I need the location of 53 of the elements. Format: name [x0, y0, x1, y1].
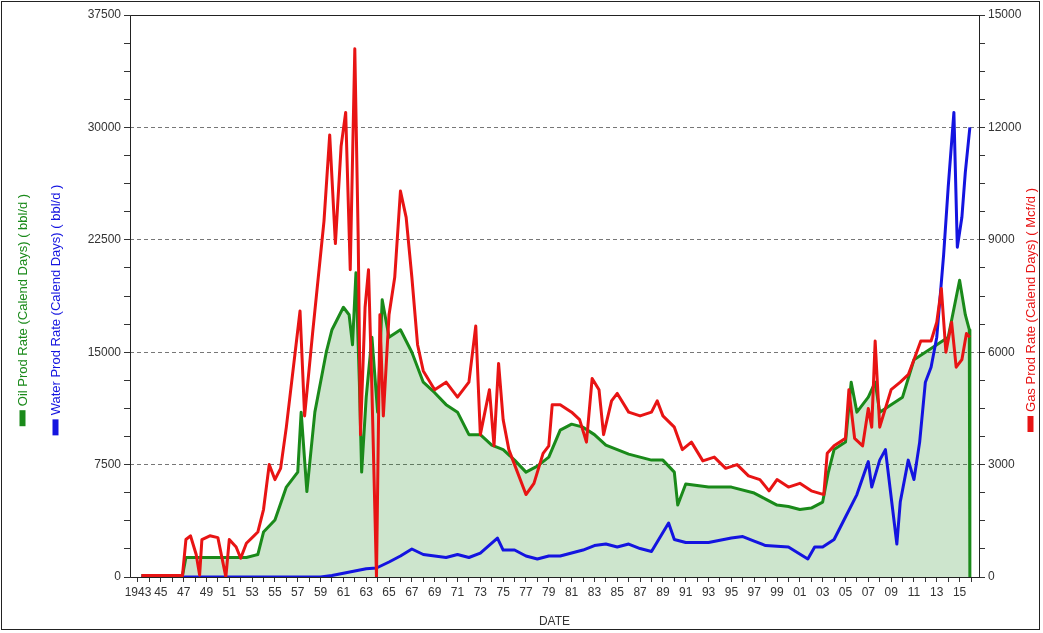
text: Oil Prod Rate (Calend Days) ( bbl/d ) — [14, 193, 30, 407]
x-tick-label: 79 — [542, 584, 556, 599]
x-tick-label: 15 — [952, 584, 967, 599]
x-tick-label: 83 — [587, 584, 602, 599]
x-tick-label: 63 — [359, 584, 374, 599]
x-tick-label: 95 — [724, 584, 739, 599]
x-tick-label: 87 — [633, 584, 648, 599]
y2-tick-label: 15000 — [988, 7, 1022, 22]
y2-tick-label: 9000 — [988, 232, 1016, 247]
x-tick-label: 67 — [405, 584, 419, 599]
y-tick-label: 15000 — [87, 344, 122, 359]
y2-tick-label: 0 — [988, 569, 995, 584]
x-tick-label: 11 — [907, 584, 921, 599]
x-tick-label: 05 — [838, 584, 853, 599]
y-tick-label: 0 — [114, 569, 122, 584]
x-tick-label: 93 — [701, 584, 716, 599]
x-tick-label: 71 — [450, 584, 465, 599]
x-tick-label: 81 — [564, 584, 579, 599]
x-tick-label: 1943 — [124, 584, 152, 599]
text: Water Prod Rate (Calend Days) ( bbl/d ) — [47, 184, 63, 416]
x-tick-label: 57 — [291, 584, 305, 599]
x-tick-label: 85 — [610, 584, 625, 599]
x-tick-label: 03 — [815, 584, 830, 599]
y-tick-label: 22500 — [87, 232, 122, 247]
y2-tick-label: 6000 — [988, 344, 1016, 359]
x-tick-label: 97 — [747, 584, 762, 599]
text: Gas Prod Rate (Calend Days) ( Mcf/d ) — [1022, 188, 1038, 412]
x-tick-label: 99 — [770, 584, 785, 599]
x-tick-label: 69 — [428, 584, 442, 599]
x-tick-label: 55 — [268, 584, 282, 599]
x-tick-label: 89 — [656, 584, 670, 599]
y-tick-label: 37500 — [87, 7, 122, 22]
y2-tick-label: 12000 — [988, 119, 1022, 134]
y-tick-label: 7500 — [94, 456, 122, 471]
x-axis-title: DATE — [538, 614, 571, 629]
x-tick-label: 45 — [154, 584, 168, 599]
x-tick-label: 75 — [496, 584, 511, 599]
x-tick-label: 49 — [199, 584, 214, 599]
y2-tick-label: 3000 — [988, 456, 1016, 471]
x-tick-label: 09 — [884, 584, 899, 599]
x-tick-label: 91 — [679, 584, 693, 599]
x-tick-label: 07 — [861, 584, 876, 599]
x-tick-label: 47 — [176, 584, 191, 599]
x-tick-label: 53 — [245, 584, 260, 599]
x-tick-label: 61 — [336, 584, 351, 599]
x-tick-label: 77 — [519, 584, 533, 599]
x-tick-label: 59 — [313, 584, 328, 599]
x-tick-label: 73 — [473, 584, 488, 599]
y-tick-label: 30000 — [87, 119, 122, 134]
x-tick-label: 65 — [382, 584, 397, 599]
x-tick-label: 13 — [930, 584, 944, 599]
x-tick-label: 51 — [222, 584, 237, 599]
x-tick-label: 01 — [793, 584, 807, 599]
